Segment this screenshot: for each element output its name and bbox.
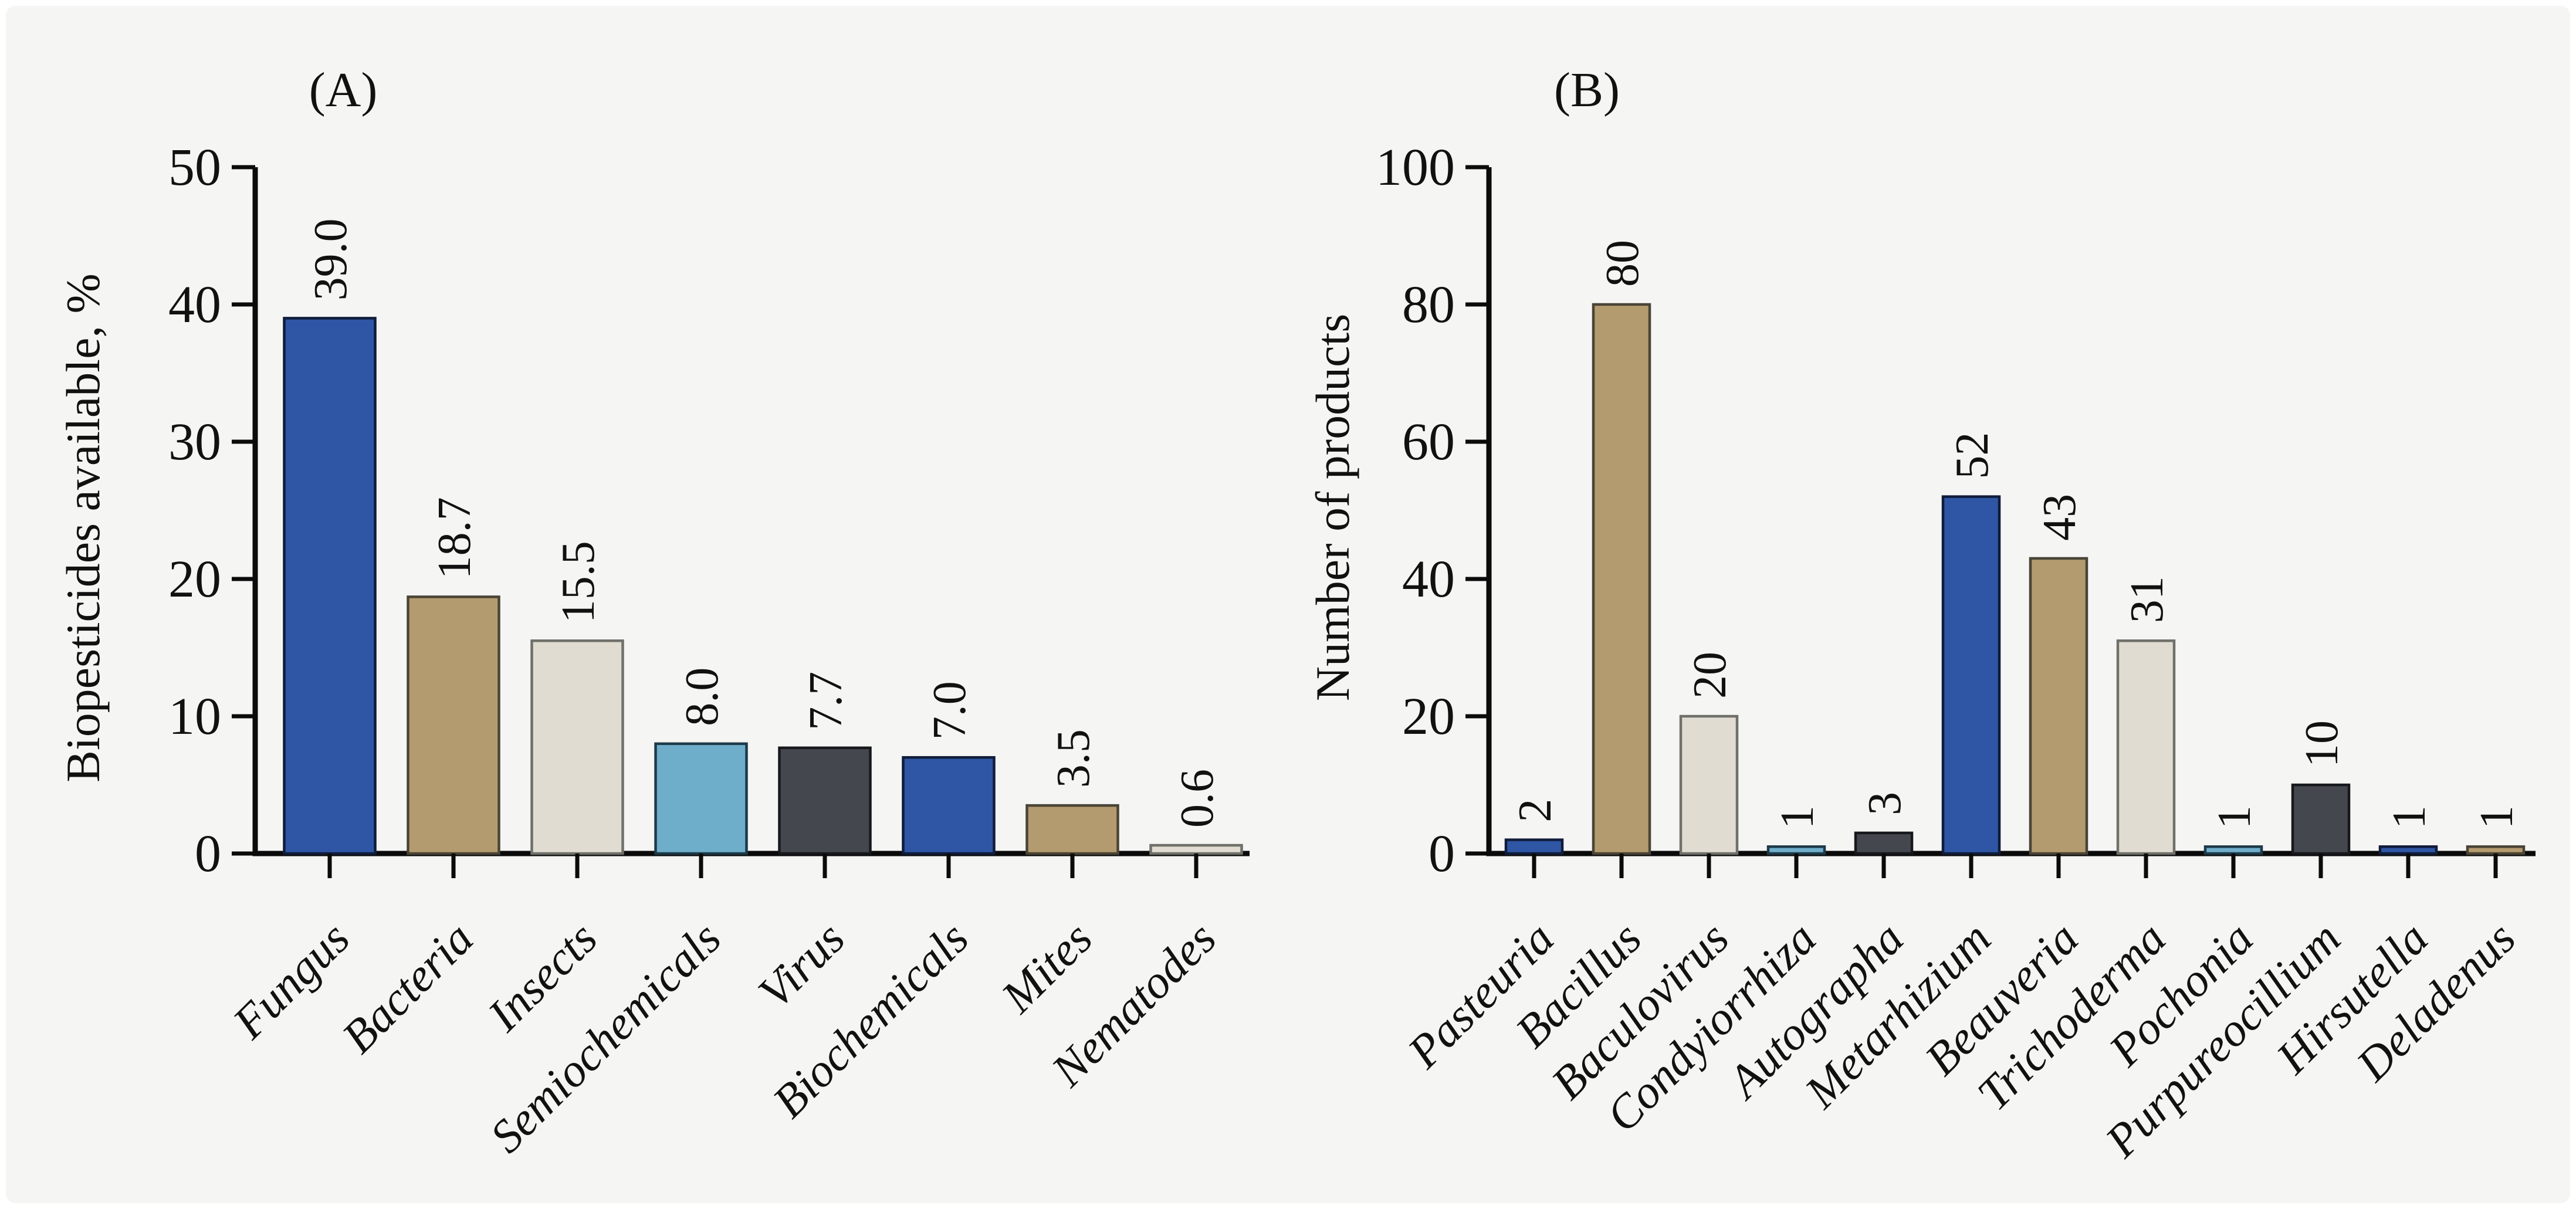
- value-label-virus: 7.7: [800, 672, 852, 730]
- category-label-mites: Mites: [991, 913, 1102, 1024]
- bar-trichoderma: [2116, 639, 2176, 855]
- y-tick-label: 10: [168, 688, 221, 746]
- y-tick-label: 0: [1429, 825, 1455, 883]
- value-label-semiochemicals: 8.0: [676, 668, 728, 726]
- value-label-purpureocillium: 10: [2296, 720, 2348, 767]
- panel-b-bar-chart: 0204060801002Pasteuria80Bacillus20Baculo…: [1376, 138, 2536, 1167]
- y-tick-label: 40: [168, 276, 221, 334]
- value-label-biochemicals: 7.0: [924, 681, 976, 740]
- bar-hirsutella: [2378, 845, 2438, 855]
- value-label-mites: 3.5: [1048, 729, 1099, 788]
- value-label-pasteuria: 2: [1509, 799, 1561, 822]
- value-label-fungus: 39.0: [305, 218, 357, 300]
- bar-fungus: [283, 317, 377, 855]
- bar-mites: [1025, 804, 1119, 855]
- bar-pasteuria: [1504, 838, 1564, 855]
- y-tick-label: 50: [168, 138, 221, 197]
- panel-a-title: (A): [309, 63, 378, 117]
- value-label-insects: 15.5: [553, 541, 604, 623]
- value-label-nematodes: 0.6: [1172, 769, 1223, 828]
- bar-bacteria: [407, 595, 500, 855]
- value-label-bacteria: 18.7: [429, 497, 480, 579]
- bar-purpureocillium: [2291, 783, 2351, 855]
- y-tick-label: 20: [168, 550, 221, 608]
- category-label-virus: Virus: [749, 913, 855, 1019]
- bar-beauveria: [2029, 557, 2088, 855]
- value-label-baculovirus: 20: [1684, 652, 1736, 699]
- bar-pochonia: [2203, 845, 2263, 855]
- value-label-metarhizium: 52: [1947, 432, 1998, 479]
- value-label-pochonia: 1: [2209, 805, 2260, 829]
- value-label-condyiorrhiza: 1: [1772, 805, 1823, 829]
- bar-semiochemicals: [654, 742, 748, 855]
- category-label-bacteria: Bacteria: [333, 913, 483, 1064]
- axes: [1486, 167, 2536, 856]
- y-tick-label: 100: [1376, 138, 1455, 197]
- bar-nematodes: [1149, 844, 1243, 855]
- bar-condyiorrhiza: [1766, 845, 1826, 855]
- value-label-deladenus: 1: [2471, 805, 2523, 829]
- bar-bacillus: [1592, 303, 1651, 855]
- value-label-hirsutella: 1: [2384, 805, 2435, 829]
- bar-biochemicals: [902, 756, 996, 855]
- bar-metarhizium: [1941, 495, 2001, 855]
- axes: [252, 167, 1250, 856]
- value-label-bacillus: 80: [1597, 240, 1648, 287]
- y-tick-label: 0: [195, 825, 221, 883]
- y-tick-label: 80: [1402, 276, 1455, 334]
- value-label-trichoderma: 31: [2121, 576, 2173, 623]
- bar-deladenus: [2466, 845, 2526, 855]
- panel-a-bar-chart: 0102030405039.0Fungus18.7Bacteria15.5Ins…: [168, 138, 1250, 1163]
- value-label-beauveria: 43: [2034, 494, 2086, 541]
- bar-insects: [530, 639, 624, 855]
- bar-virus: [778, 746, 872, 855]
- bar-baculovirus: [1679, 714, 1739, 855]
- y-tick-label: 60: [1402, 413, 1455, 471]
- panel-b-title: (B): [1554, 63, 1620, 117]
- bar-autographa: [1854, 831, 1914, 855]
- y-tick-label: 30: [168, 413, 221, 471]
- value-label-autographa: 3: [1859, 792, 1911, 815]
- figure-background: (A) (B) Biopesticides available, % Numbe…: [6, 6, 2570, 1203]
- y-tick-label: 40: [1402, 550, 1455, 608]
- y-tick-label: 20: [1402, 688, 1455, 746]
